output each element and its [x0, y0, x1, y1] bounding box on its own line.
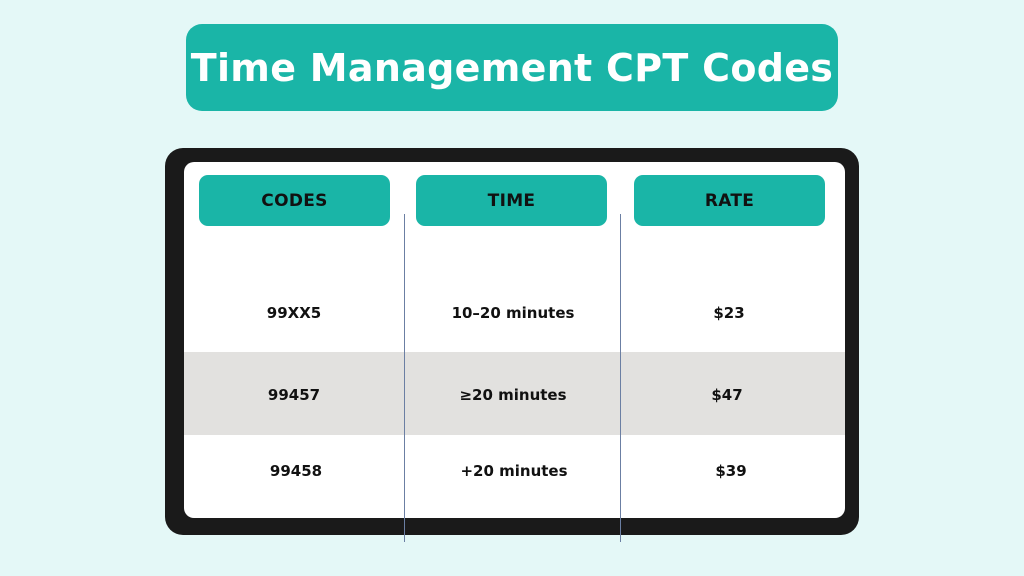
header-label: TIME — [487, 190, 536, 211]
cell-time: ≥20 minutes — [459, 386, 567, 404]
cell-time: 10–20 minutes — [451, 304, 575, 322]
header-label: CODES — [261, 190, 328, 211]
header-codes: CODES — [199, 175, 390, 226]
cell-rate: $47 — [711, 386, 743, 404]
column-divider — [404, 214, 405, 542]
header-label: RATE — [704, 190, 755, 211]
cell-rate: $39 — [715, 462, 747, 480]
cell-time: +20 minutes — [460, 462, 568, 480]
shaded-row-band — [184, 352, 845, 435]
page-title: Time Management CPT Codes — [190, 45, 834, 90]
cell-code: 99XX5 — [266, 304, 322, 322]
header-rate: RATE — [634, 175, 825, 226]
cell-code: 99457 — [267, 386, 321, 404]
cell-code: 99458 — [269, 462, 323, 480]
column-divider — [620, 214, 621, 542]
header-time: TIME — [416, 175, 607, 226]
cell-rate: $23 — [713, 304, 745, 322]
title-banner: Time Management CPT Codes — [186, 24, 838, 111]
